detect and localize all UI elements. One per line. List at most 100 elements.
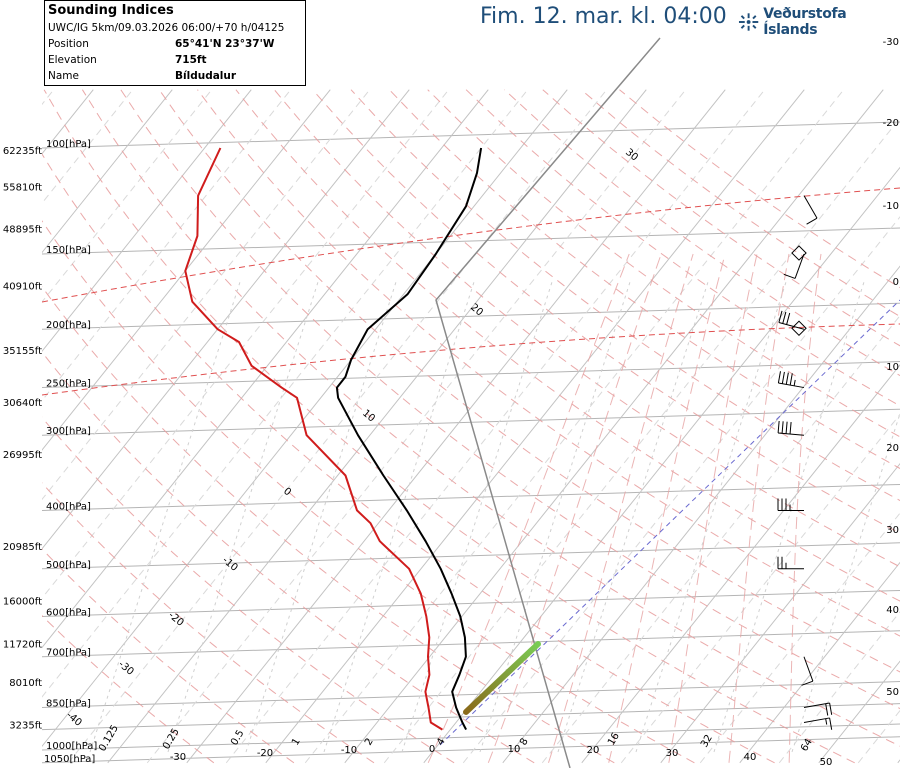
wind-barb-feather <box>785 372 789 385</box>
logo-text: Veðurstofa Íslands <box>763 6 847 38</box>
wind-barb-feather <box>778 310 783 323</box>
pressure-label: 1000[hPa] <box>46 741 97 752</box>
wind-barbs <box>777 195 833 730</box>
chart-title: Fim. 12. mar. kl. 04:00 <box>480 4 727 29</box>
isotherm-line <box>818 660 900 764</box>
right-temp-label: -10 <box>883 201 899 212</box>
dry-adiabat <box>42 482 375 764</box>
wind-barb <box>777 420 805 436</box>
mixing-ratio-label: 4 <box>435 736 448 747</box>
isotherm-line <box>581 364 900 764</box>
bottom-temp-label: 50 <box>820 757 833 768</box>
isobar-line <box>42 227 900 255</box>
isotherm-line <box>344 89 884 764</box>
imo-logo: Veðurstofa Íslands <box>738 6 900 38</box>
surface-parcel-segment <box>463 641 541 715</box>
dry-adiabat <box>273 89 900 568</box>
pressure-label: 850[hPa] <box>46 699 91 710</box>
moist-adiabat <box>608 253 726 763</box>
wind-barb-feather <box>786 312 791 325</box>
mixing-ratio-line <box>89 281 241 753</box>
mixing-ratio-label: 8 <box>518 736 531 747</box>
wind-barb-feather <box>806 217 818 225</box>
altitude-label: 8010ft <box>9 678 42 689</box>
mixing-ratio-line <box>479 281 631 753</box>
wind-barb <box>777 371 805 389</box>
isotherm-line <box>541 314 900 764</box>
dry-adiabat <box>197 89 900 637</box>
altitude-label: 30640ft <box>3 398 42 409</box>
pressure-label: 300[hPa] <box>46 426 91 437</box>
dry-adiabat <box>312 89 900 534</box>
isotherm-label: -30 <box>116 659 136 678</box>
right-temp-label: 50 <box>886 687 899 698</box>
parcel-path <box>435 37 661 768</box>
isotherm-line <box>146 89 687 764</box>
wind-barb-feather <box>789 373 793 386</box>
pressure-label: 400[hPa] <box>46 501 91 512</box>
wind-barb-feather <box>829 717 833 730</box>
temperature-line <box>335 147 483 731</box>
wind-barb <box>777 498 804 511</box>
mixing-ratio-label: 32 <box>699 733 715 750</box>
info-label-position: Position <box>48 38 89 50</box>
tropopause-line <box>42 323 900 396</box>
pressure-label: 150[hPa] <box>46 245 91 256</box>
bottom-temp-label: 20 <box>587 745 600 756</box>
wind-barb-feather <box>783 273 796 279</box>
wind-barb-feather <box>781 421 784 434</box>
moist-adiabat <box>668 253 758 763</box>
tropopause-marker <box>791 320 807 336</box>
dry-adiabat <box>42 548 295 764</box>
isotherm-line <box>42 89 173 254</box>
altitude-label: 11720ft <box>3 639 42 650</box>
wind-barb-half-feather <box>825 718 828 725</box>
altitude-label: 35155ft <box>3 346 42 357</box>
wind-barb-feather <box>777 420 780 434</box>
altitude-label: 40910ft <box>3 282 42 293</box>
isotherm-line <box>502 265 900 764</box>
bottom-temp-label: -10 <box>341 745 357 756</box>
info-value-position: 65°41'N 23°37'W <box>175 38 275 50</box>
info-label-name: Name <box>48 70 79 82</box>
wind-barb <box>801 656 814 686</box>
right-temp-label: 30 <box>886 525 899 536</box>
wind-barb-half-feather <box>793 379 796 386</box>
chart-grid <box>42 89 900 764</box>
mixing-ratio-label: 0.25 <box>161 727 182 752</box>
wind-barb-feather <box>781 371 785 384</box>
mixing-ratio-label: 2 <box>363 736 376 747</box>
pressure-label-bottom: 1050[hPa] <box>44 754 95 765</box>
dry-adiabat <box>43 89 855 764</box>
isotherm-label: -10 <box>220 555 240 574</box>
isotherm-label: 0 <box>281 486 293 499</box>
dry-adiabat <box>235 89 900 602</box>
dry-adiabat <box>42 153 775 764</box>
isotherm-line <box>42 89 292 402</box>
wind-barb-feather <box>785 421 788 434</box>
bottom-temp-label: -20 <box>257 748 273 759</box>
dry-adiabat <box>42 285 615 764</box>
altitude-label: 48895ft <box>3 224 42 235</box>
dry-adiabat <box>465 89 900 407</box>
wind-barb-staff <box>778 432 805 436</box>
dry-adiabat <box>42 351 535 764</box>
isobar-line <box>42 121 900 149</box>
altitude-label: 62235ft <box>3 146 42 157</box>
isotherm-label: -40 <box>64 710 84 729</box>
wind-barb-feather <box>777 371 781 384</box>
wind-barb-staff <box>794 253 805 279</box>
wind-barb-feather <box>789 422 792 435</box>
wind-barb <box>777 556 804 570</box>
info-title: Sounding Indices <box>48 3 174 18</box>
altitude-label: 16000ft <box>3 596 42 607</box>
right-temp-label: -30 <box>883 37 899 48</box>
bottom-temp-label: 30 <box>666 748 679 759</box>
isotherm-line <box>225 89 766 764</box>
isotherm-line <box>42 89 410 550</box>
mixing-ratio-line <box>245 281 397 753</box>
moist-adiabat <box>427 253 630 764</box>
pressure-label: 100[hPa] <box>46 139 91 150</box>
isotherm-line <box>42 89 252 353</box>
